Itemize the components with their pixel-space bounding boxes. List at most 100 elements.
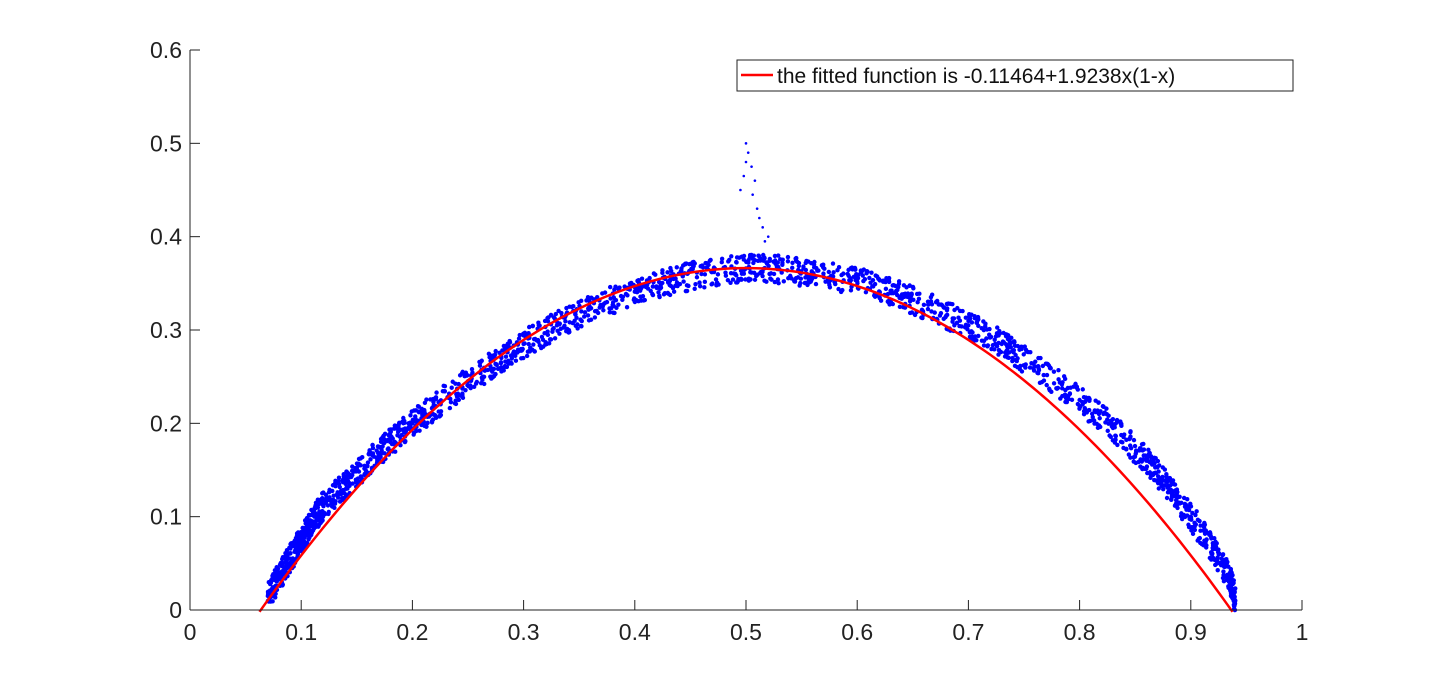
scatter-point bbox=[437, 413, 442, 419]
scatter-point bbox=[574, 315, 579, 320]
outlier-point bbox=[739, 188, 742, 192]
y-tick-label: 0.3 bbox=[150, 317, 182, 343]
scatter-point bbox=[1190, 510, 1195, 516]
scatter-point bbox=[751, 260, 756, 266]
scatter-point bbox=[1146, 447, 1151, 453]
scatter-point bbox=[532, 349, 537, 354]
scatter-point bbox=[516, 349, 521, 354]
scatter-point bbox=[864, 269, 870, 274]
scatter-point bbox=[597, 305, 602, 310]
scatter-point bbox=[1181, 495, 1187, 501]
scatter-point bbox=[326, 511, 331, 517]
scatter-point bbox=[1232, 603, 1237, 608]
scatter-point bbox=[466, 383, 471, 389]
scatter-point bbox=[464, 372, 470, 378]
scatter-point bbox=[579, 318, 584, 324]
scatter-point bbox=[340, 478, 346, 483]
scatter-point bbox=[992, 341, 998, 347]
scatter-point bbox=[912, 312, 918, 318]
scatter-point bbox=[1202, 538, 1207, 543]
scatter-point bbox=[537, 323, 542, 328]
axes: 0 0.1 0.2 0.3 0.4 0.5 0.6 0.7 0.8 0.9 1 0 0.1 0.2 0.3 0… bbox=[150, 37, 1308, 645]
scatter-point bbox=[911, 286, 916, 291]
scatter-point bbox=[904, 285, 909, 290]
scatter-point bbox=[312, 511, 317, 517]
scatter-point bbox=[951, 316, 957, 321]
scatter-point bbox=[385, 446, 390, 452]
scatter-point bbox=[1167, 478, 1172, 483]
scatter-point bbox=[641, 284, 646, 289]
scatter-point bbox=[1217, 551, 1222, 556]
scatter-point bbox=[1095, 425, 1101, 431]
scatter-point bbox=[614, 305, 619, 311]
scatter-point bbox=[845, 271, 850, 277]
scatter-point bbox=[999, 341, 1004, 347]
scatter-point bbox=[826, 269, 832, 275]
scatter-point bbox=[798, 280, 803, 286]
scatter-point bbox=[432, 413, 438, 418]
scatter-point bbox=[321, 510, 327, 515]
scatter-point bbox=[471, 384, 477, 389]
scatter-point bbox=[289, 541, 294, 546]
scatter-point bbox=[395, 429, 401, 435]
scatter-point bbox=[666, 291, 671, 296]
scatter-points bbox=[265, 252, 1238, 613]
scatter-point bbox=[607, 284, 613, 290]
scatter-point bbox=[310, 524, 315, 529]
scatter-point bbox=[728, 270, 734, 276]
scatter-point bbox=[1047, 365, 1053, 370]
scatter-point bbox=[988, 334, 994, 340]
scatter-point bbox=[636, 277, 641, 283]
scatter-point bbox=[888, 288, 893, 293]
scatter-point bbox=[378, 436, 384, 442]
scatter-point bbox=[575, 326, 580, 331]
scatter-point bbox=[379, 448, 384, 453]
scatter-point bbox=[1127, 443, 1133, 448]
scatter-point bbox=[1044, 382, 1049, 388]
scatter-point bbox=[699, 271, 704, 277]
x-tick-label: 0.2 bbox=[396, 619, 428, 645]
scatter-point bbox=[470, 370, 475, 375]
scatter-point bbox=[746, 260, 751, 265]
scatter-point bbox=[516, 336, 522, 341]
outlier-point bbox=[744, 142, 748, 145]
scatter-point bbox=[387, 439, 393, 445]
scatter-point bbox=[1128, 455, 1133, 460]
scatter-point bbox=[702, 285, 707, 290]
scatter-point bbox=[1227, 570, 1232, 576]
scatter-point bbox=[901, 304, 906, 310]
scatter-point bbox=[972, 313, 977, 319]
scatter-point bbox=[681, 279, 686, 284]
scatter-point bbox=[1194, 509, 1199, 514]
scatter-point bbox=[689, 266, 694, 271]
scatter-point bbox=[883, 279, 888, 285]
scatter-point bbox=[571, 304, 576, 309]
scatter-point bbox=[500, 348, 505, 353]
scatter-point bbox=[411, 408, 417, 413]
scatter-point bbox=[1215, 555, 1220, 560]
scatter-point bbox=[979, 338, 985, 343]
scatter-point bbox=[370, 442, 375, 448]
scatter-point bbox=[830, 261, 836, 266]
scatter-point bbox=[607, 310, 612, 315]
scatter-point bbox=[353, 477, 359, 482]
scatter-point bbox=[610, 302, 615, 308]
scatter-point bbox=[469, 366, 475, 372]
scatter-point bbox=[1207, 530, 1213, 535]
scatter-point bbox=[673, 283, 678, 288]
scatter-point bbox=[1179, 500, 1184, 505]
scatter-point bbox=[752, 270, 757, 276]
scatter-point bbox=[1193, 512, 1198, 518]
scatter-point bbox=[491, 366, 497, 372]
scatter-point bbox=[719, 256, 725, 262]
scatter-point bbox=[397, 434, 403, 439]
scatter-point bbox=[320, 496, 325, 501]
scatter-point bbox=[1008, 344, 1014, 350]
scatter-point bbox=[650, 284, 656, 289]
scatter-point bbox=[585, 295, 591, 300]
scatter-point bbox=[1080, 387, 1085, 392]
scatter-point bbox=[292, 538, 297, 544]
scatter-point bbox=[1056, 368, 1061, 373]
y-tick-label: 0 bbox=[169, 597, 182, 623]
scatter-point bbox=[1166, 484, 1171, 489]
